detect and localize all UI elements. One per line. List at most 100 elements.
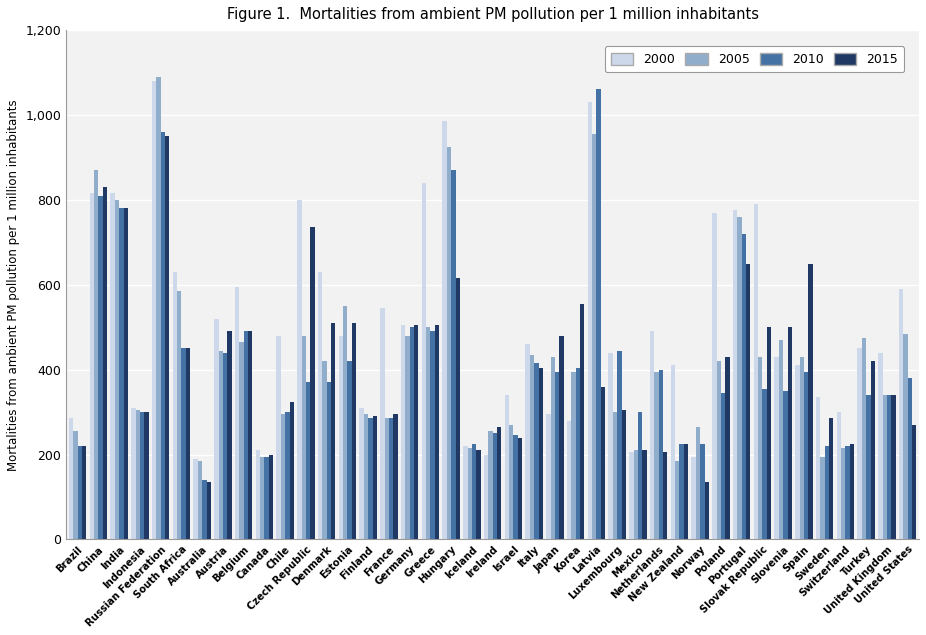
Bar xyxy=(518,438,522,540)
Bar xyxy=(269,455,273,540)
Bar xyxy=(384,418,389,540)
Bar xyxy=(534,363,539,540)
Bar xyxy=(152,81,156,540)
Bar xyxy=(181,349,186,540)
Bar xyxy=(347,361,352,540)
Bar xyxy=(633,450,638,540)
Bar xyxy=(73,431,78,540)
Bar xyxy=(804,372,808,540)
Bar xyxy=(394,414,397,540)
Bar xyxy=(119,208,123,540)
Bar xyxy=(488,431,493,540)
Bar xyxy=(476,450,481,540)
Bar xyxy=(795,365,799,540)
Bar xyxy=(530,355,534,540)
Bar xyxy=(870,361,875,540)
Bar xyxy=(650,331,655,540)
Bar xyxy=(177,291,181,540)
Bar xyxy=(878,352,882,540)
Bar xyxy=(700,444,705,540)
Bar xyxy=(887,395,891,540)
Bar xyxy=(758,357,762,540)
Bar xyxy=(244,331,248,540)
Bar xyxy=(297,200,302,540)
Bar xyxy=(841,448,845,540)
Bar xyxy=(567,420,571,540)
Bar xyxy=(144,412,148,540)
Bar xyxy=(135,410,140,540)
Bar xyxy=(463,446,468,540)
Bar xyxy=(903,333,907,540)
Bar xyxy=(559,336,564,540)
Bar xyxy=(816,398,820,540)
Bar xyxy=(389,418,394,540)
Bar xyxy=(787,327,792,540)
Bar xyxy=(198,461,202,540)
Bar xyxy=(675,461,680,540)
Y-axis label: Mortalities from ambient PM pollution per 1 million inhabitants: Mortalities from ambient PM pollution pe… xyxy=(6,99,20,471)
Bar xyxy=(754,204,758,540)
Bar xyxy=(899,289,903,540)
Bar xyxy=(260,457,265,540)
Bar xyxy=(277,336,281,540)
Bar xyxy=(571,372,576,540)
Bar xyxy=(588,102,592,540)
Bar xyxy=(239,342,244,540)
Bar xyxy=(90,194,94,540)
Bar xyxy=(601,387,605,540)
Bar xyxy=(505,395,509,540)
Bar xyxy=(165,136,169,540)
Bar xyxy=(327,382,331,540)
Bar xyxy=(617,351,621,540)
Bar xyxy=(580,304,584,540)
Bar xyxy=(717,361,721,540)
Bar xyxy=(318,272,322,540)
Bar xyxy=(401,325,406,540)
Title: Figure 1.  Mortalities from ambient PM pollution per 1 million inhabitants: Figure 1. Mortalities from ambient PM po… xyxy=(227,7,758,22)
Bar xyxy=(663,453,668,540)
Bar xyxy=(223,352,227,540)
Legend: 2000, 2005, 2010, 2015: 2000, 2005, 2010, 2015 xyxy=(605,46,905,72)
Bar xyxy=(551,357,555,540)
Bar xyxy=(156,77,160,540)
Bar xyxy=(431,331,434,540)
Bar xyxy=(629,453,633,540)
Bar xyxy=(421,183,426,540)
Bar xyxy=(546,414,551,540)
Bar xyxy=(98,196,103,540)
Bar xyxy=(352,323,357,540)
Bar xyxy=(862,338,866,540)
Bar xyxy=(369,418,372,540)
Bar xyxy=(306,382,310,540)
Bar xyxy=(820,457,825,540)
Bar xyxy=(110,194,115,540)
Bar xyxy=(808,264,813,540)
Bar xyxy=(774,357,779,540)
Bar xyxy=(343,306,347,540)
Bar xyxy=(658,370,663,540)
Bar xyxy=(866,395,870,540)
Bar xyxy=(779,340,783,540)
Bar xyxy=(406,336,409,540)
Bar xyxy=(359,408,364,540)
Bar xyxy=(497,427,501,540)
Bar xyxy=(364,414,369,540)
Bar xyxy=(82,446,86,540)
Bar xyxy=(94,170,98,540)
Bar xyxy=(372,417,377,540)
Bar xyxy=(829,418,833,540)
Bar xyxy=(783,391,787,540)
Bar xyxy=(850,444,854,540)
Bar xyxy=(555,372,559,540)
Bar xyxy=(509,425,513,540)
Bar xyxy=(140,412,144,540)
Bar xyxy=(608,352,613,540)
Bar xyxy=(265,457,269,540)
Bar xyxy=(799,357,804,540)
Bar xyxy=(248,331,253,540)
Bar xyxy=(767,327,771,540)
Bar xyxy=(513,436,518,540)
Bar xyxy=(655,372,658,540)
Bar xyxy=(194,459,198,540)
Bar xyxy=(762,389,767,540)
